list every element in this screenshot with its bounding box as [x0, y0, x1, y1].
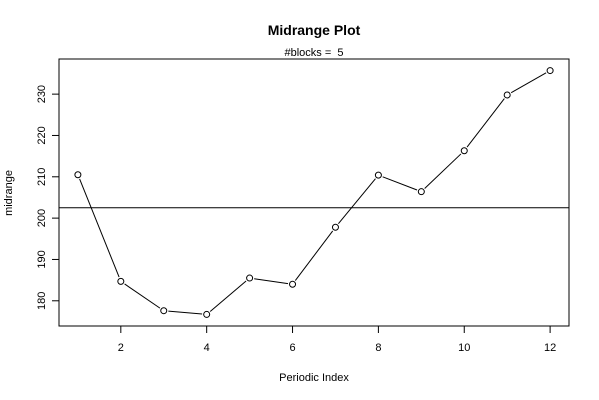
- data-point-marker: [417, 188, 425, 196]
- data-point-marker: [160, 307, 168, 315]
- data-point-marker: [74, 171, 82, 179]
- y-tick-label: 220: [36, 126, 48, 144]
- chart-subtitle: #blocks = 5: [284, 47, 343, 59]
- series-layer: [74, 67, 554, 318]
- y-tick-label: 180: [36, 292, 48, 310]
- y-axis-title: midrange: [3, 170, 15, 216]
- y-tick-label: 200: [36, 209, 48, 227]
- y-tick-label: 210: [36, 168, 48, 186]
- x-tick-label: 12: [544, 342, 556, 354]
- series-line-segment: [424, 153, 462, 189]
- y-axis: 180 190 200 210 220 230: [36, 85, 59, 310]
- series-line-segment: [209, 280, 247, 312]
- x-tick-label: 4: [204, 342, 210, 354]
- data-point-marker: [246, 274, 254, 282]
- series-line-segment: [254, 278, 289, 285]
- data-point-marker: [503, 91, 511, 99]
- plot-frame: [58, 58, 570, 327]
- series-line-segment: [510, 72, 547, 94]
- data-point-marker: [546, 67, 554, 75]
- y-tick-label: 190: [36, 250, 48, 268]
- data-point-marker: [203, 310, 211, 318]
- data-point-marker: [460, 147, 468, 155]
- x-tick-label: 10: [458, 342, 470, 354]
- chart-title: Midrange Plot: [268, 22, 361, 38]
- series-line-segment: [124, 283, 161, 309]
- data-point-marker: [117, 277, 125, 285]
- data-point-marker: [331, 223, 339, 231]
- series-line-segment: [79, 178, 120, 278]
- series-line-segment: [338, 178, 376, 224]
- series-line-segment: [466, 98, 505, 148]
- x-tick-label: 2: [118, 342, 124, 354]
- x-tick-label: 8: [375, 342, 381, 354]
- data-point-marker: [289, 280, 297, 288]
- series-line-segment: [294, 230, 334, 281]
- series-line-segment: [382, 176, 418, 191]
- x-tick-label: 6: [289, 342, 295, 354]
- x-axis-title: Periodic Index: [279, 372, 349, 384]
- series-line-segment: [168, 310, 203, 315]
- x-axis: 2 4 6 8 10 12: [118, 326, 556, 354]
- data-point-marker: [374, 171, 382, 179]
- y-tick-label: 230: [36, 85, 48, 103]
